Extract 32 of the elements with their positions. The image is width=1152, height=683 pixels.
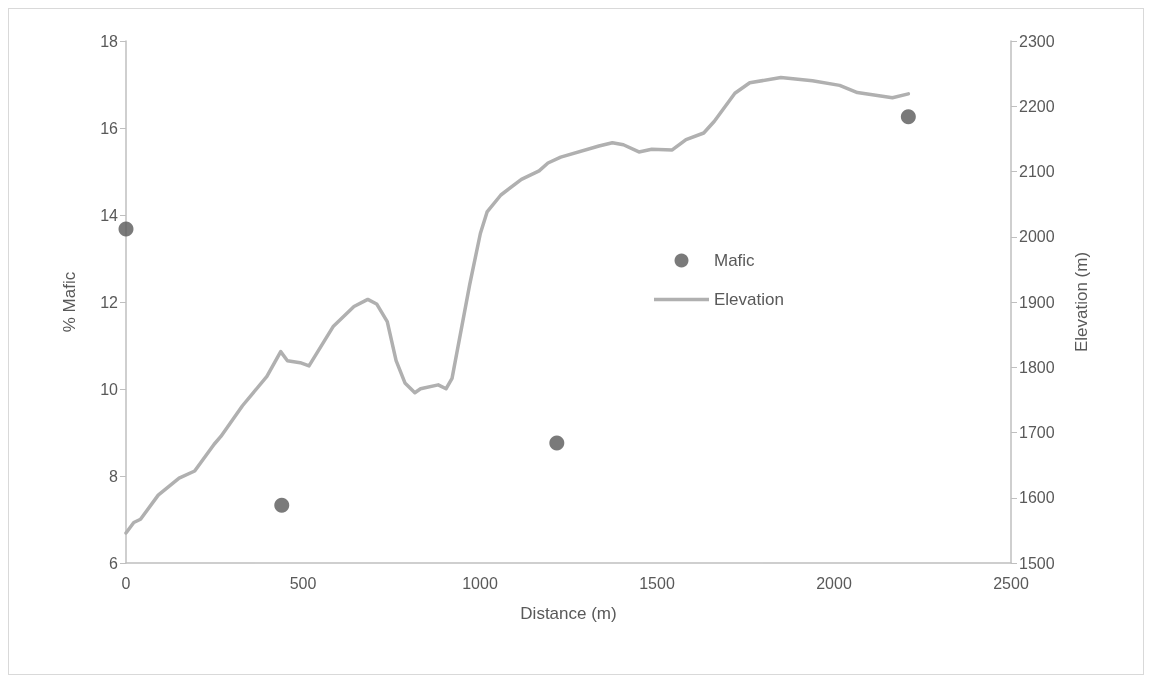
x-tick-label: 1500 — [639, 574, 675, 592]
line-series — [124, 75, 911, 535]
legend-label: Elevation — [714, 290, 784, 309]
y-tick-label: 18 — [100, 32, 119, 50]
y-tick-label: 16 — [100, 119, 119, 137]
point — [900, 109, 916, 125]
y-tick-label: 14 — [100, 206, 119, 224]
y2-axis-title: Elevation (m) — [1072, 251, 1091, 353]
x-tick-label: 500 — [289, 574, 317, 592]
y2-tick-label: 2000 — [1019, 228, 1055, 246]
y2-tick-label: 2300 — [1019, 32, 1055, 50]
y-tick-label: 10 — [100, 380, 119, 398]
y2-tick-label: 1500 — [1019, 554, 1055, 572]
y-tick-label: 6 — [109, 554, 119, 572]
y2-tick-label: 2200 — [1019, 97, 1055, 115]
x-tick-label: 2000 — [816, 574, 852, 592]
x-axis-title: Distance (m) — [520, 604, 617, 623]
y2-tick-label: 1800 — [1019, 358, 1055, 376]
x-tick-label: 0 — [121, 574, 131, 592]
y-tick-label: 12 — [100, 293, 119, 311]
x-tick-label: 1000 — [462, 574, 498, 592]
y2-tick-label: 1600 — [1019, 489, 1055, 507]
y-tick-label: 8 — [109, 467, 119, 485]
y2-tick-label: 1900 — [1019, 293, 1055, 311]
y-axis-title: % Mafic — [60, 271, 79, 333]
point — [274, 497, 290, 513]
y2-tick-label: 1700 — [1019, 424, 1055, 441]
x-tick-label: 2500 — [993, 574, 1029, 592]
y2-tick-label: 2100 — [1019, 163, 1055, 180]
point — [549, 435, 565, 451]
legend-label: Mafic — [714, 251, 756, 270]
point — [118, 221, 134, 237]
